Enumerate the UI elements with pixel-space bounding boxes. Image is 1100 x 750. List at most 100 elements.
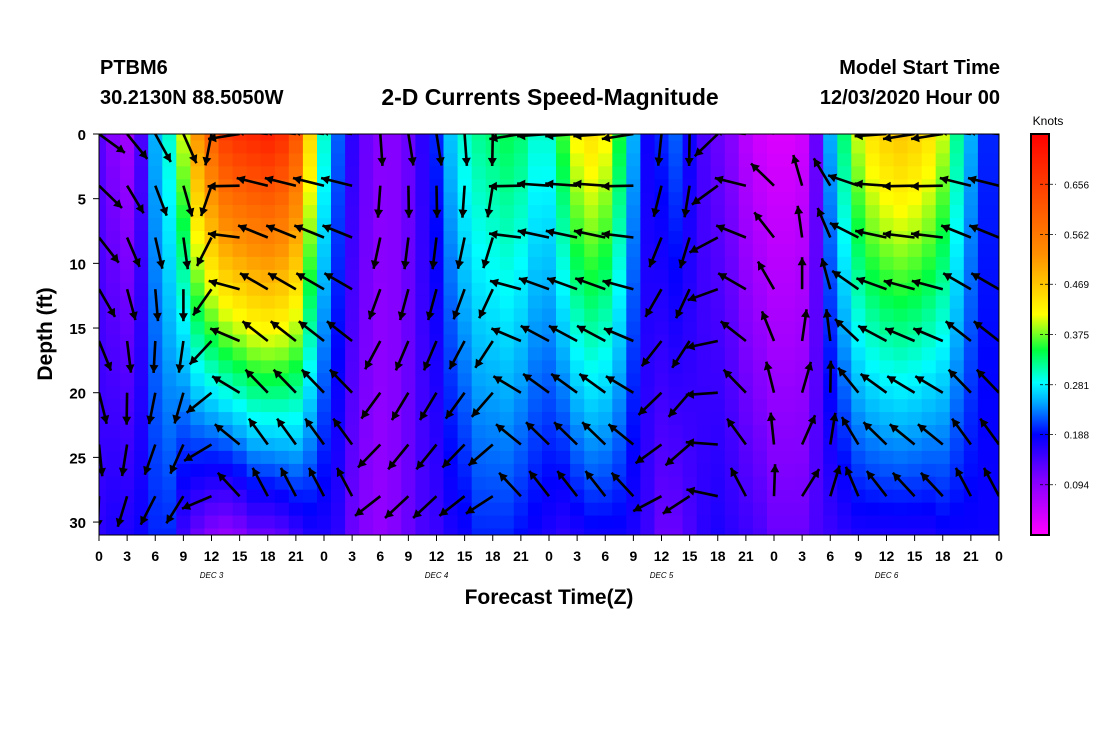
heatmap-cell [260,360,276,375]
current-arrow [517,228,550,239]
heatmap-cell [162,166,178,180]
heatmap-cell [738,373,754,387]
heatmap-cell [781,282,796,297]
heatmap-cell [781,450,796,465]
current-arrow [322,224,353,239]
heatmap-cell [134,399,150,413]
heatmap-cell [527,295,543,310]
heatmap-cell [977,205,993,219]
heatmap-cell [331,425,346,439]
heatmap-cell [218,153,234,168]
heatmap-cell [781,134,796,142]
heatmap-cell [949,386,965,400]
heatmap-cell [176,463,192,478]
heatmap-cell [429,463,445,478]
current-arrow [684,134,694,167]
heatmap-cell [415,153,431,168]
heatmap-cell [781,476,796,491]
heatmap-cell [724,502,740,517]
heatmap-cell [429,360,445,375]
heatmap-cell [106,450,121,465]
heatmap-cell [809,269,825,284]
heatmap-cell [457,515,473,530]
heatmap-cell [176,244,192,258]
heatmap-cell [204,347,220,362]
heatmap-cell [851,450,867,465]
current-arrow [172,392,185,424]
current-arrow [498,471,522,498]
heatmap-cell [218,515,234,530]
heatmap-cell [921,256,937,271]
heatmap-cell [809,425,825,439]
heatmap-cell [668,134,684,142]
heatmap-cell [710,205,726,219]
heatmap-cell [907,166,923,180]
heatmap-cell [190,502,206,517]
heatmap-cell [668,528,684,535]
heatmap-cell [556,179,571,193]
heatmap-cell [443,528,459,535]
heatmap-cell [598,244,614,258]
heatmap-cell [781,489,796,504]
current-arrow [888,423,916,446]
heatmap-cell [288,502,304,517]
heatmap-cell [935,347,951,362]
heatmap-cell [724,425,740,439]
heatmap-cell [106,218,121,232]
heatmap-cell [612,295,628,310]
current-arrow [826,360,836,393]
current-arrow [397,288,410,321]
current-arrow [387,443,410,471]
heatmap-cell [809,347,825,362]
heatmap-cell [767,269,782,284]
heatmap-cell [246,140,262,155]
heatmap-cell [724,386,740,400]
heatmap-cell [457,321,473,336]
heatmap-cell [795,153,810,168]
heatmap-cell [640,192,656,206]
heatmap-cell [527,256,543,271]
heatmap-cell [640,489,656,504]
heatmap-cell [963,134,979,142]
heatmap-cell [992,528,999,535]
heatmap-cell [106,134,121,142]
current-arrow [970,272,999,291]
heatmap-cell [752,373,768,387]
colorbar-tick-label: 0.188 [1064,430,1089,441]
heatmap-cell [527,179,543,193]
heatmap-cell [724,218,740,232]
heatmap-cell [148,476,164,491]
heatmap-cell [260,373,276,387]
heatmap-cell [387,205,403,219]
heatmap-cell [218,205,234,219]
heatmap-cell [345,347,360,362]
heatmap-cell [781,231,796,245]
current-arrow [771,134,774,136]
heatmap-cell [443,515,459,530]
heatmap-cell [612,502,628,517]
heatmap-cell [865,244,881,258]
heatmap-cell [499,192,515,206]
heatmap-cell [162,134,178,142]
heatmap-cell [570,166,585,180]
heatmap-cell [921,166,937,180]
heatmap-cell [288,140,304,155]
heatmap-cell [331,308,346,323]
heatmap-cell [457,269,473,284]
heatmap-cell [302,515,318,530]
heatmap-cell [992,231,999,245]
heatmap-cell [682,502,698,517]
heatmap-cell [879,425,895,439]
heatmap-cell [359,218,375,232]
heatmap-cell [401,321,417,336]
heatmap-cell [837,192,853,206]
heatmap-cell [415,373,431,387]
heatmap-cell [499,321,515,336]
heatmap-cell [443,373,459,387]
current-arrow [578,372,607,394]
heatmap-cell [106,502,121,517]
heatmap-cell [879,166,895,180]
current-arrow [917,423,944,446]
current-arrow [882,230,915,239]
current-arrow [844,466,860,497]
